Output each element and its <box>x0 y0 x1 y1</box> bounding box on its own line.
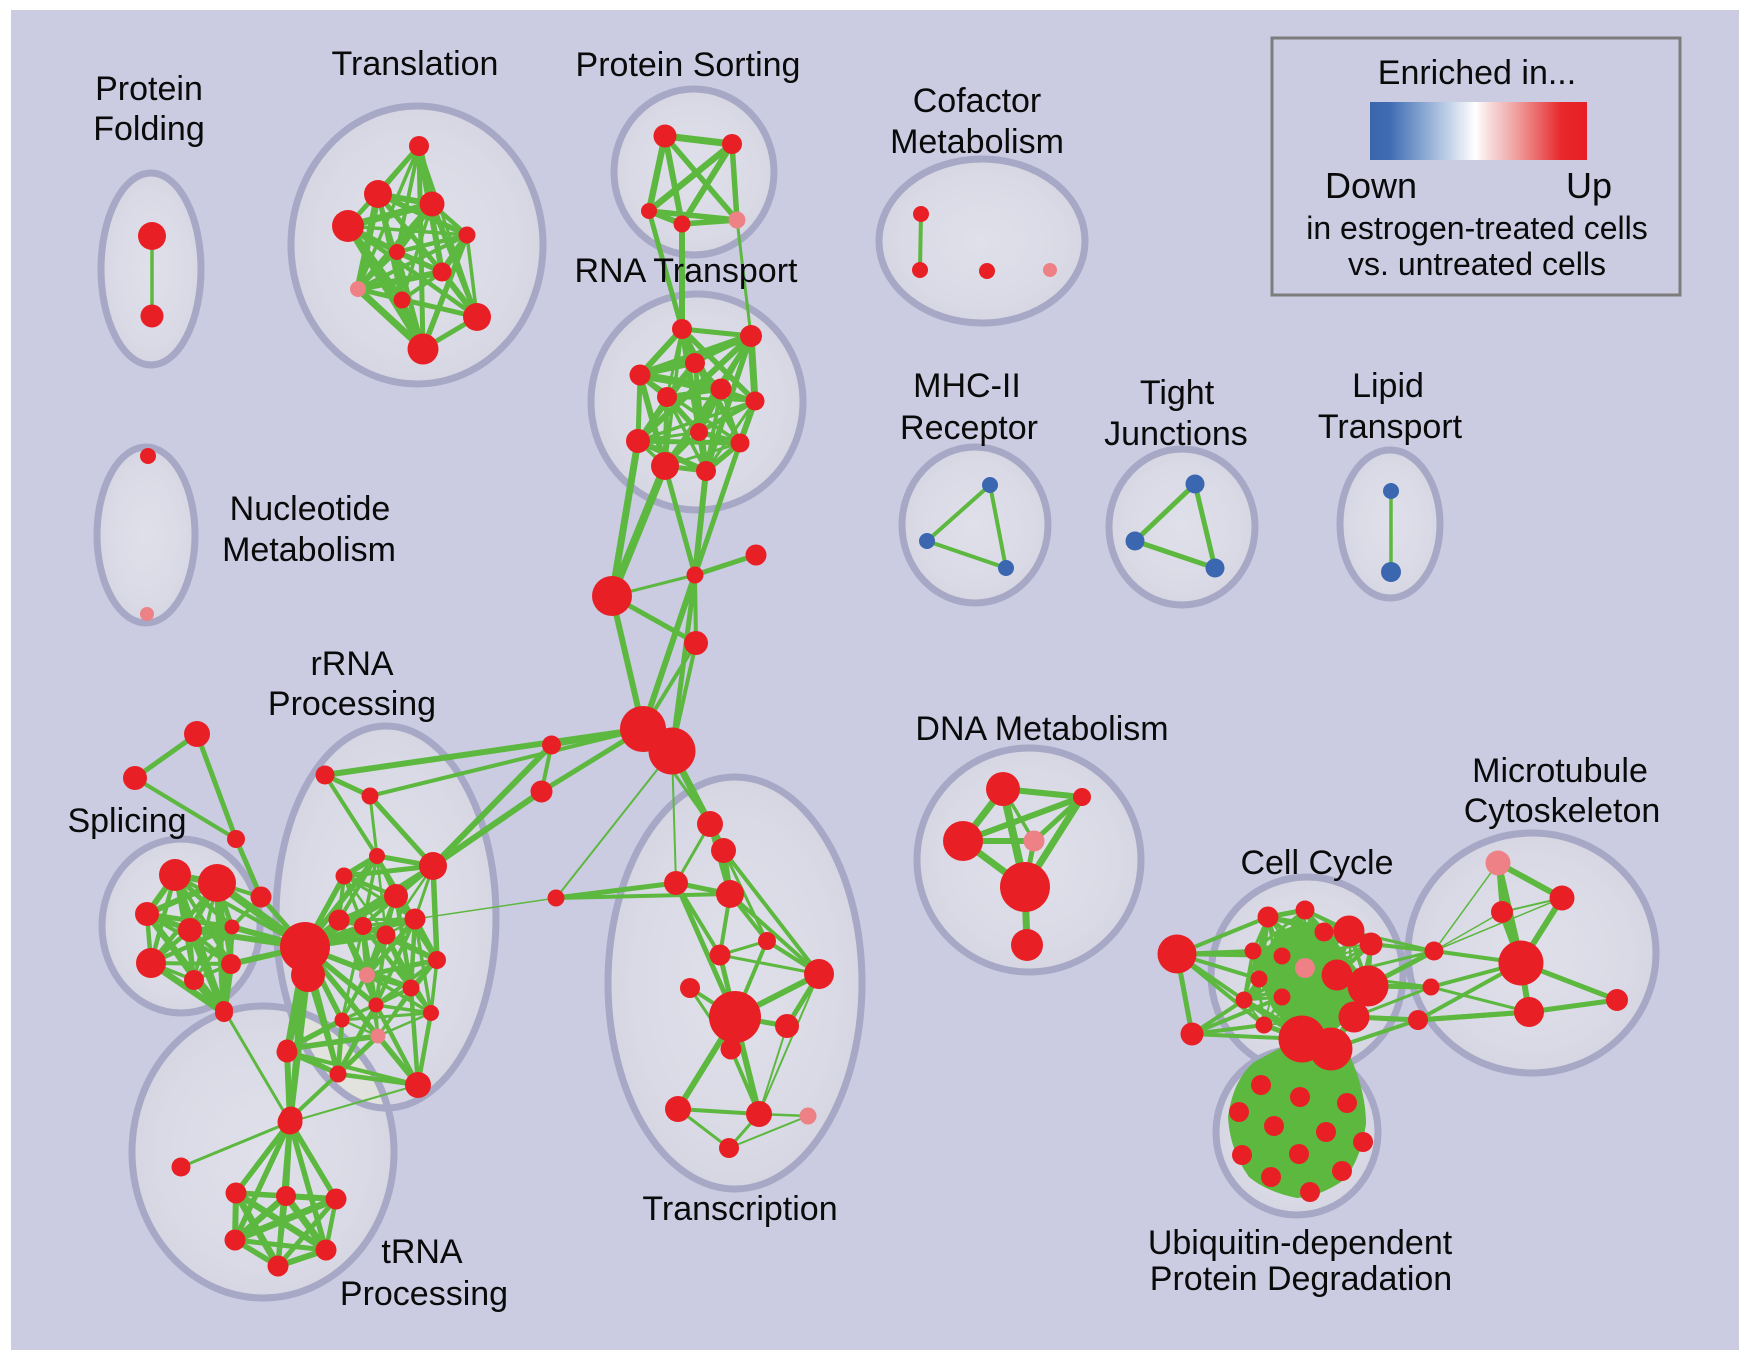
svg-text:Splicing: Splicing <box>67 802 186 840</box>
svg-text:Metabolism: Metabolism <box>222 531 396 569</box>
svg-text:tRNA: tRNA <box>381 1233 463 1271</box>
svg-text:Enriched in...: Enriched in... <box>1378 54 1576 92</box>
svg-text:RNA Transport: RNA Transport <box>575 252 799 290</box>
svg-text:Cytoskeleton: Cytoskeleton <box>1464 792 1661 830</box>
svg-text:in estrogen-treated cells: in estrogen-treated cells <box>1306 210 1648 246</box>
svg-text:Lipid: Lipid <box>1352 367 1424 405</box>
svg-text:Transcription: Transcription <box>642 1190 837 1228</box>
svg-text:MHC-II: MHC-II <box>913 367 1021 405</box>
svg-text:Protein: Protein <box>95 70 203 108</box>
svg-text:Cell Cycle: Cell Cycle <box>1240 844 1393 882</box>
svg-text:DNA Metabolism: DNA Metabolism <box>915 710 1168 748</box>
svg-text:Processing: Processing <box>340 1275 508 1313</box>
svg-text:Protein Degradation: Protein Degradation <box>1150 1260 1452 1298</box>
svg-text:Nucleotide: Nucleotide <box>230 490 391 528</box>
svg-text:Ubiquitin-dependent: Ubiquitin-dependent <box>1148 1224 1453 1262</box>
svg-text:Protein Sorting: Protein Sorting <box>576 46 801 84</box>
svg-text:Folding: Folding <box>93 110 205 148</box>
svg-text:rRNA: rRNA <box>310 645 393 683</box>
svg-text:Down: Down <box>1325 165 1417 206</box>
svg-text:Transport: Transport <box>1318 408 1463 446</box>
svg-text:Metabolism: Metabolism <box>890 123 1064 161</box>
svg-text:Tight: Tight <box>1140 374 1215 412</box>
svg-text:Up: Up <box>1566 165 1612 206</box>
svg-text:vs. untreated cells: vs. untreated cells <box>1348 246 1606 282</box>
svg-text:Cofactor: Cofactor <box>913 82 1042 120</box>
svg-text:Processing: Processing <box>268 685 436 723</box>
svg-text:Junctions: Junctions <box>1104 415 1248 453</box>
svg-text:Receptor: Receptor <box>900 409 1038 447</box>
svg-text:Translation: Translation <box>332 45 499 83</box>
svg-text:Microtubule: Microtubule <box>1472 752 1648 790</box>
